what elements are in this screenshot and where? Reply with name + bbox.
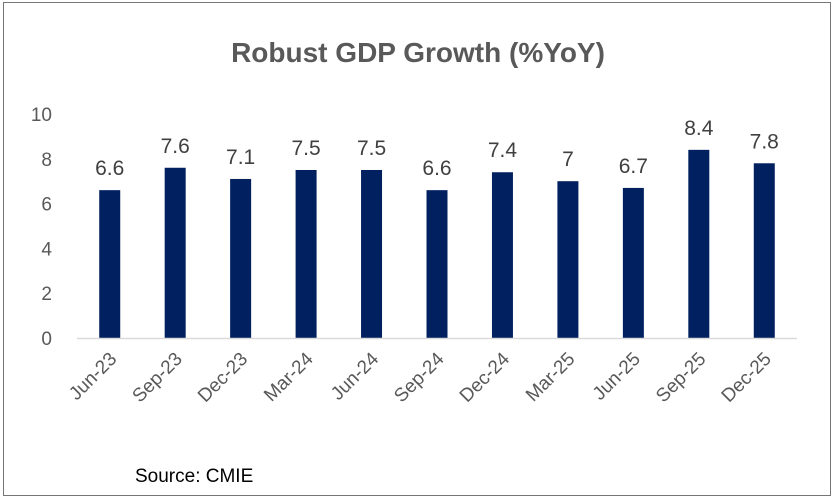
bar-jun-24 — [361, 170, 383, 338]
bar-dec-25 — [753, 163, 775, 338]
bars — [99, 149, 775, 338]
data-label: 7.4 — [488, 139, 518, 162]
data-label: 7.6 — [161, 135, 190, 158]
data-label: 7.8 — [750, 130, 779, 153]
bar-sep-25 — [688, 149, 710, 338]
bar-mar-24 — [295, 170, 317, 338]
data-label: 7.5 — [357, 137, 386, 160]
data-label: 7 — [562, 148, 574, 171]
bar-jun-25 — [622, 187, 644, 338]
data-label: 6.6 — [95, 157, 124, 180]
x-tick-label: Dec-25 — [718, 349, 776, 407]
y-tick-label: 4 — [41, 239, 52, 260]
x-tick-label: Mar-25 — [522, 349, 579, 406]
x-tick-label: Jun-25 — [589, 349, 645, 405]
data-label: 6.6 — [422, 157, 451, 180]
y-tick-label: 0 — [41, 329, 52, 350]
bar-mar-25 — [557, 181, 579, 338]
bar-dec-23 — [230, 178, 252, 338]
x-tick-label: Dec-23 — [194, 349, 252, 407]
data-label: 7.5 — [291, 137, 320, 160]
y-tick-label: 6 — [41, 195, 52, 216]
bar-dec-24 — [491, 172, 513, 338]
data-label: 6.7 — [619, 155, 648, 178]
chart-title: Robust GDP Growth (%YoY) — [231, 37, 605, 68]
source-note: Source: CMIE — [135, 466, 253, 487]
x-tick-label: Sep-23 — [129, 349, 187, 407]
x-axis: Jun-23 Sep-23 Dec-23 Mar-24 Jun-24 Sep-24 Dec-… — [65, 337, 797, 407]
data-label: 7.1 — [226, 146, 255, 169]
data-labels: 6.6 7.6 7.1 7.5 7.5 6.6 7.4 7 6.7 8.4 7.8 — [95, 117, 779, 180]
x-tick-label: Jun-24 — [327, 348, 383, 404]
y-tick-label: 2 — [41, 284, 52, 305]
x-tick-label: Jun-23 — [65, 349, 121, 405]
x-tick-label: Mar-24 — [260, 348, 318, 406]
y-tick-label: 8 — [41, 150, 52, 171]
x-tick-label: Dec-24 — [456, 348, 514, 406]
bar-jun-23 — [99, 190, 121, 338]
data-label: 8.4 — [684, 117, 714, 140]
x-tick-label: Sep-24 — [390, 348, 448, 406]
y-axis: 0 2 4 6 8 10 — [31, 105, 53, 350]
bar-sep-23 — [164, 167, 186, 338]
x-tick-label: Sep-25 — [652, 349, 710, 407]
y-tick-label: 10 — [31, 105, 52, 126]
bar-sep-24 — [426, 190, 448, 338]
